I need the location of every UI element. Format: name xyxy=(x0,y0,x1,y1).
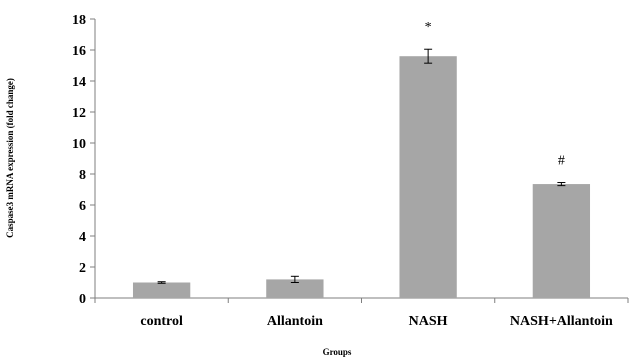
y-tick-label: 10 xyxy=(72,137,86,152)
bar-nash-allantoin xyxy=(532,184,591,298)
x-axis-title: Groups xyxy=(323,347,352,357)
y-axis: 0 2 4 6 8 10 12 14 16 18 xyxy=(72,13,96,307)
bar-allantoin xyxy=(266,279,324,298)
x-tick-label: NASH xyxy=(409,314,448,329)
x-tick-label: Allantoin xyxy=(267,314,323,329)
significance-marker: * xyxy=(425,20,432,35)
category-labels: control Allantoin NASH NASH+Allantoin xyxy=(140,314,613,329)
y-tick-label: 14 xyxy=(72,75,86,90)
y-tick-label: 8 xyxy=(79,168,86,183)
bars: *# xyxy=(132,20,591,299)
x-tick-label: NASH+Allantoin xyxy=(510,314,613,329)
y-tick-label: 2 xyxy=(79,261,86,276)
y-tick-label: 12 xyxy=(72,106,86,121)
y-axis-title: Caspase3 mRNA expression (fold change) xyxy=(5,78,15,238)
y-tick-label: 16 xyxy=(72,44,86,59)
bar-control xyxy=(132,282,191,298)
bar-nash xyxy=(399,56,457,299)
y-tick-label: 4 xyxy=(79,230,86,245)
y-tick-label: 6 xyxy=(79,199,86,214)
x-tick-label: control xyxy=(140,314,183,329)
x-axis xyxy=(94,297,629,303)
y-tick-label: 0 xyxy=(79,292,86,307)
significance-marker: # xyxy=(558,154,565,169)
y-tick-label: 18 xyxy=(72,13,86,28)
